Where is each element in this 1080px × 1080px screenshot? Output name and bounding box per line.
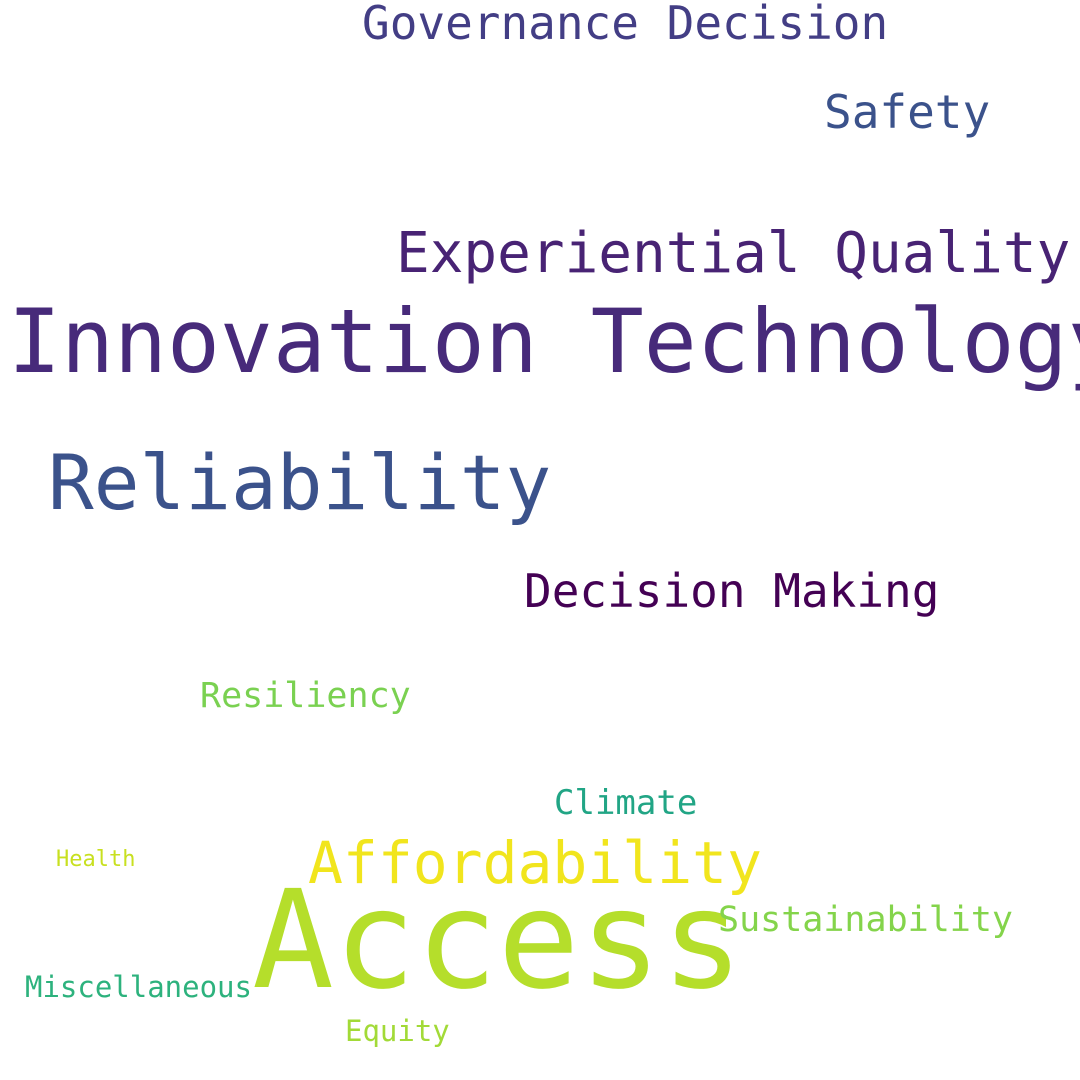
word-affordability: Affordability xyxy=(308,829,762,897)
word-decision-making: Decision Making xyxy=(524,564,940,618)
word-experiential-quality: Experiential Quality xyxy=(396,221,1071,286)
word-safety: Safety xyxy=(824,85,991,139)
word-climate: Climate xyxy=(554,783,698,823)
word-reliability: Reliability xyxy=(48,438,552,527)
word-health: Health xyxy=(56,847,136,872)
word-miscellaneous: Miscellaneous xyxy=(25,970,252,1004)
word-governance-decision: Governance Decision xyxy=(362,0,889,50)
word-innovation-technology: Innovation Technology xyxy=(8,290,1080,393)
word-sustainability: Sustainability xyxy=(718,900,1014,940)
word-access: Access xyxy=(252,862,744,1020)
word-resiliency: Resiliency xyxy=(200,676,411,716)
word-equity: Equity xyxy=(345,1014,450,1048)
